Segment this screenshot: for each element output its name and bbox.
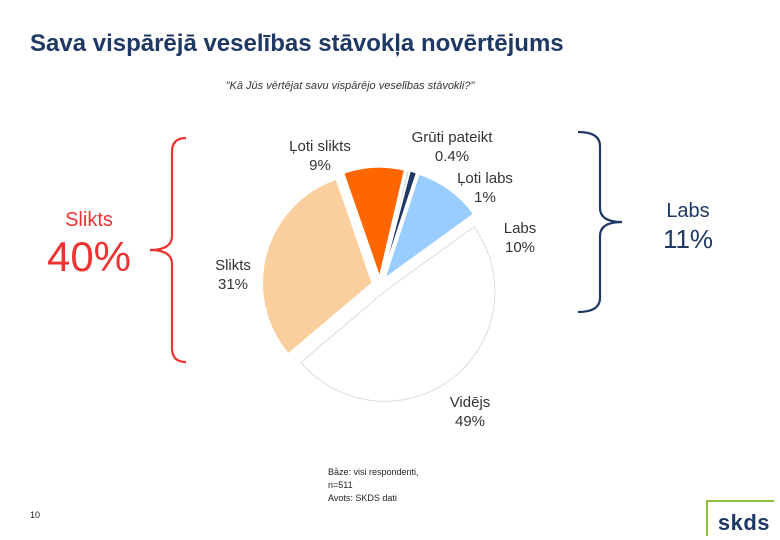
label-videjs-value: 49% <box>454 413 486 430</box>
pie-slice-slikts <box>261 177 374 356</box>
label-loti-labs-name: Ļoti labs <box>457 170 513 187</box>
label-slikts-value: 31% <box>217 276 249 293</box>
label-videjs-name: Vidējs <box>449 394 491 411</box>
label-slikts: Slikts 31% <box>198 256 268 294</box>
page-title: Sava vispārējā veselības stāvokļa novērt… <box>30 30 564 57</box>
label-labs: Labs 10% <box>490 219 550 257</box>
group-slikts-label: Slikts <box>65 209 113 231</box>
label-loti-labs: Ļoti labs 1% <box>442 169 528 207</box>
label-videjs: Vidējs 49% <box>432 393 508 431</box>
page-number: 10 <box>30 510 41 520</box>
label-loti-labs-value: 1% <box>474 189 496 206</box>
group-labs-label: Labs <box>666 200 710 222</box>
label-gruti-pateikt-value: 0.4% <box>434 148 470 165</box>
label-loti-slikts: Ļoti slikts 9% <box>270 137 370 175</box>
label-labs-value: 10% <box>504 239 536 256</box>
group-labs-value: 11% <box>662 224 714 254</box>
pie-slice-ļoti-labs <box>381 169 418 278</box>
group-labs: Labs 11% <box>640 199 736 255</box>
footnote: Bāze: visi respondenti, n=511 Avots: SKD… <box>328 466 419 505</box>
left-group-bracket <box>149 136 187 364</box>
footnote-n: n=511 <box>328 480 353 490</box>
skds-logo: skds <box>706 500 774 536</box>
right-group-bracket <box>577 130 623 314</box>
pie-slice-vidējs <box>300 226 496 402</box>
label-loti-slikts-value: 9% <box>309 157 331 174</box>
footnote-base: Bāze: visi respondenti, <box>328 467 419 477</box>
group-slikts: Slikts 40% <box>24 208 154 282</box>
footnote-source: Avots: SKDS dati <box>328 493 397 503</box>
pie-slice-ļoti-slikts <box>342 166 406 280</box>
label-gruti-pateikt-name: Grūti pateikt <box>411 129 493 146</box>
pie-slice-labs <box>383 173 475 281</box>
label-slikts-name: Slikts <box>215 257 251 274</box>
label-gruti-pateikt: Grūti pateikt 0.4% <box>392 128 512 166</box>
survey-question: "Kā Jūs vērtējat savu vispārējo veselība… <box>225 80 475 92</box>
group-slikts-value: 40% <box>46 233 132 280</box>
skds-logo-text: skds <box>717 510 770 535</box>
label-labs-name: Labs <box>503 220 537 237</box>
label-loti-slikts-name: Ļoti slikts <box>289 138 351 155</box>
